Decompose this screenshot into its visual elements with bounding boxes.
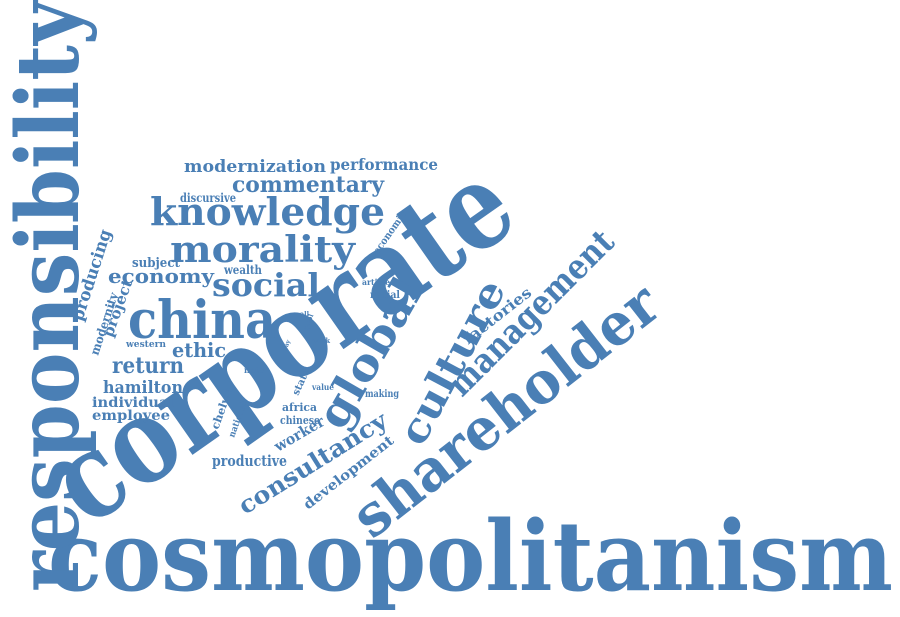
word-commentary: commentary	[232, 172, 385, 198]
word-value: value	[311, 382, 334, 392]
word-chinese: chinese	[280, 414, 320, 427]
word-china: china	[128, 290, 276, 351]
word-productive: productive	[212, 452, 287, 470]
word-responsibility: responsibility	[0, 0, 99, 592]
word-hamilton: hamilton	[103, 378, 183, 398]
word-way: way	[281, 339, 292, 354]
word-wealth: wealth	[223, 263, 262, 277]
word-cosmopolitanism: cosmopolitanism	[48, 500, 893, 613]
word-note: note	[244, 365, 264, 375]
word-return: return	[112, 353, 184, 379]
word-employee: employee	[92, 408, 170, 424]
word-article: article	[362, 277, 390, 287]
word-subject: subject	[132, 256, 180, 271]
word-economy: economy	[108, 264, 215, 288]
word-knowledge: knowledge	[150, 189, 385, 234]
word-racial: racial	[370, 290, 400, 301]
word-making: making	[365, 389, 399, 400]
word-modernization: modernization	[184, 157, 326, 177]
word-ethic: ethic	[172, 338, 226, 362]
word-western: western	[125, 340, 166, 350]
word-work: work	[311, 336, 330, 345]
word-africa: africa	[282, 401, 317, 414]
word-discursive: discursive	[180, 191, 236, 205]
word-performance: performance	[330, 155, 438, 174]
word-social: social	[212, 266, 320, 304]
word-individual: individual	[92, 395, 174, 411]
word-morality: morality	[170, 229, 356, 271]
word-all: all	[300, 311, 310, 318]
